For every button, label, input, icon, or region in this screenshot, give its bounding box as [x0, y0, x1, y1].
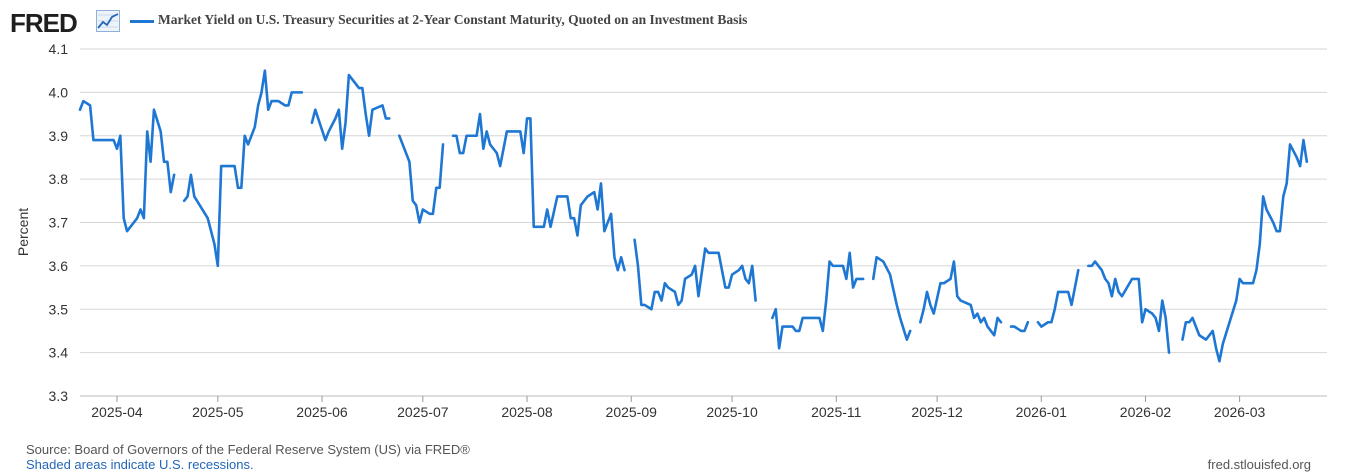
series-line-segment — [633, 238, 757, 311]
x-tick-label: 2026-01 — [1016, 404, 1068, 420]
x-tick-label: 2025-09 — [606, 404, 658, 420]
x-tick-label: 2025-04 — [91, 404, 143, 420]
y-tick-label: 3.8 — [49, 171, 69, 187]
x-tick-label: 2026-02 — [1120, 404, 1172, 420]
x-tick-label: 2025-07 — [397, 404, 449, 420]
gridlines — [80, 48, 1327, 397]
series-line-segment — [78, 99, 176, 233]
y-tick-label: 3.9 — [49, 128, 69, 144]
chart-header: FRED Market Yield on U.S. Treasury Secur… — [8, 6, 1338, 38]
y-tick-label: 3.4 — [49, 345, 69, 361]
series-line-segment — [871, 255, 912, 341]
site-url[interactable]: fred.stlouisfed.org — [1207, 457, 1311, 472]
y-tick-label: 3.5 — [49, 301, 69, 317]
series-line-segment — [1009, 320, 1030, 333]
x-tick-label: 2025-08 — [501, 404, 553, 420]
x-tick-label: 2025-10 — [706, 404, 758, 420]
y-tick-label: 4.1 — [49, 41, 69, 57]
chart-title: Market Yield on U.S. Treasury Securities… — [158, 12, 748, 27]
series-line-segment — [771, 251, 865, 350]
data-series — [78, 69, 1309, 363]
y-tick-label: 3.3 — [49, 388, 69, 404]
x-tick-label: 2025-12 — [911, 404, 963, 420]
series-line-segment — [1036, 268, 1080, 328]
series-line-segment — [1181, 138, 1309, 363]
y-axis-ticks: 3.3 3.4 3.5 3.6 3.7 3.8 3.9 4.0 4.1 — [49, 41, 69, 404]
series-line-segment — [182, 69, 304, 268]
series-line-segment — [398, 134, 445, 224]
series-line-segment — [451, 112, 626, 272]
x-tick-label: 2025-05 — [192, 404, 244, 420]
x-tick-label: 2025-06 — [296, 404, 348, 420]
recession-note-link[interactable]: Shaded areas indicate U.S. recessions. — [26, 457, 254, 472]
y-tick-label: 3.6 — [49, 258, 69, 274]
y-axis-label: Percent — [15, 208, 31, 256]
y-tick-label: 4.0 — [49, 84, 69, 100]
y-tick-label: 3.7 — [49, 215, 69, 231]
fred-logo[interactable]: FRED — [10, 8, 78, 38]
series-line-segment — [918, 260, 1003, 337]
legend-swatch — [130, 20, 154, 23]
source-note: Source: Board of Governors of the Federa… — [26, 442, 470, 457]
series-line-segment — [310, 73, 391, 151]
x-axis-ticks: 2025-04 2025-05 2025-06 2025-07 2025-08 2025-… — [91, 396, 1266, 420]
x-tick-label: 2026-03 — [1214, 404, 1266, 420]
chart-line-icon[interactable] — [96, 10, 120, 32]
series-line-segment — [1087, 260, 1171, 354]
x-tick-label: 2025-11 — [811, 404, 862, 420]
